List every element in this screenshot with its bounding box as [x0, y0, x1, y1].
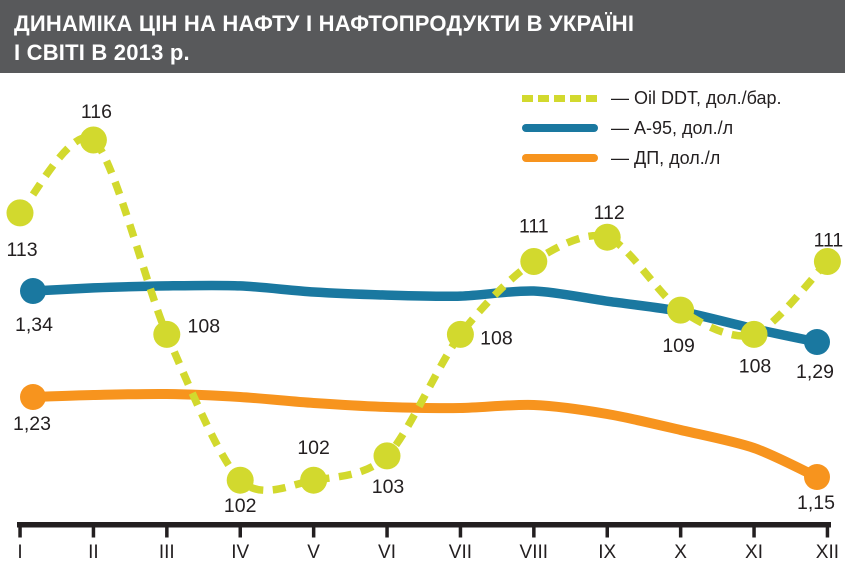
data-point-label: 1,29 [796, 361, 834, 383]
x-axis-tick [238, 526, 242, 538]
data-point-marker [300, 466, 328, 494]
x-axis-tick [605, 526, 609, 538]
data-point-marker [20, 384, 46, 410]
solid-line-swatch-icon [522, 124, 598, 132]
legend-item-dp: — ДП, дол./л [522, 143, 782, 173]
x-axis-month-label: VI [378, 542, 396, 563]
x-axis-tick [752, 526, 756, 538]
x-axis-tick [18, 526, 22, 538]
data-point-label: 113 [6, 239, 37, 261]
data-point-label: 103 [372, 476, 405, 498]
data-point-label: 108 [188, 315, 221, 337]
data-point-marker [226, 466, 254, 494]
x-axis-month-label: X [674, 542, 687, 563]
data-point-label: 102 [297, 437, 330, 459]
x-axis-tick [311, 526, 316, 538]
page-title: ДИНАМІКА ЦІН НА НАФТУ І НАФТОПРОДУКТИ В … [0, 0, 845, 67]
data-point-marker [153, 320, 181, 348]
data-point-marker [446, 320, 474, 348]
x-axis-month-label: XI [745, 542, 763, 563]
data-point-label: 1,23 [13, 413, 51, 435]
data-point-label: 108 [480, 327, 513, 349]
x-axis-month-label: XII [816, 542, 839, 563]
legend-item-a95: — А-95, дол./л [522, 113, 782, 143]
x-axis-tick [532, 526, 536, 538]
data-point-label: 116 [81, 101, 112, 123]
data-point-label: 111 [814, 230, 844, 252]
data-point-marker [740, 320, 768, 348]
x-axis-tick [678, 526, 683, 538]
data-point-label: 111 [519, 216, 549, 238]
x-axis-month-label: VIII [520, 542, 549, 563]
x-axis-tick [385, 526, 389, 538]
x-axis-tick [825, 526, 830, 538]
data-point-marker [20, 278, 46, 304]
data-point-marker [6, 199, 34, 227]
dashed-line-swatch-icon [522, 94, 598, 102]
series-line-dp [28, 388, 822, 482]
data-point-marker [813, 248, 841, 275]
data-point-marker [520, 248, 548, 275]
data-point-marker [804, 329, 830, 355]
x-axis-month-label: III [159, 542, 175, 563]
data-point-marker [373, 442, 401, 470]
data-point-label: 1,15 [797, 492, 835, 514]
legend-item-oil-ddt: — Oil DDT, дол./бар. [522, 83, 782, 113]
x-axis-month-label: IV [231, 542, 249, 563]
x-axis-line [17, 522, 831, 528]
data-point-label: 1,34 [15, 314, 53, 336]
legend-label-dp: — ДП, дол./л [611, 147, 721, 168]
page-title-line2: І СВІТІ В 2013 р. [14, 40, 190, 65]
x-axis-month-label: IX [598, 542, 616, 563]
data-point-label: 102 [224, 495, 257, 517]
x-axis-month-label: I [17, 542, 22, 563]
data-point-marker [593, 223, 621, 251]
legend-label-a95: — А-95, дол./л [611, 117, 734, 138]
x-axis-month-label: VII [449, 542, 472, 563]
x-axis-tick [91, 526, 96, 538]
x-axis-month-label: V [307, 542, 320, 563]
legend: — Oil DDT, дол./бар. — А-95, дол./л — ДП… [522, 83, 782, 173]
data-point-label: 108 [739, 355, 772, 377]
x-axis-tick [165, 526, 169, 538]
x-axis-month-label: II [88, 542, 99, 563]
legend-label-oil-ddt: — Oil DDT, дол./бар. [611, 87, 782, 108]
data-point-marker [804, 464, 830, 490]
x-axis-tick [458, 526, 463, 538]
data-point-label: 112 [594, 202, 625, 224]
header-bar: ДИНАМІКА ЦІН НА НАФТУ І НАФТОПРОДУКТИ В … [0, 0, 845, 73]
page-title-line1: ДИНАМІКА ЦІН НА НАФТУ І НАФТОПРОДУКТИ В … [14, 11, 635, 36]
solid-line-swatch-icon [522, 154, 598, 162]
data-point-label: 109 [662, 335, 695, 357]
data-point-marker [79, 126, 107, 154]
data-point-marker [667, 296, 695, 324]
